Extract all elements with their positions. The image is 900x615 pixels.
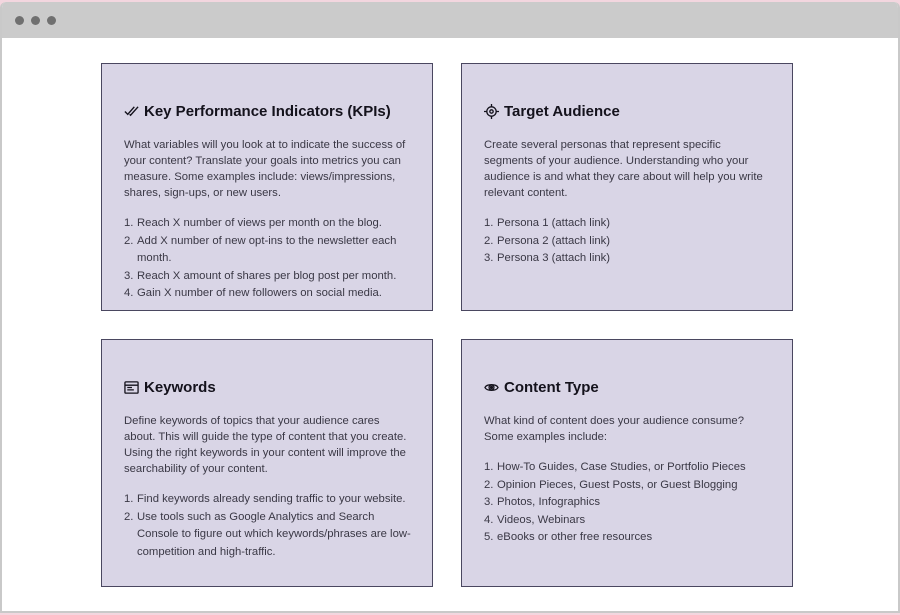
list-item: 4. Gain X number of new followers on soci…	[124, 287, 382, 300]
list-item: 1. Persona 1 (attach link)	[484, 217, 611, 229]
list-item: 2. Use tools such as Google Analytics and…	[124, 510, 411, 558]
list-item: 3. Persona 3 (attach link)	[484, 252, 611, 265]
card-target-audience: Target Audience Create several personas t…	[461, 63, 793, 311]
card-description: What kind of content does your audience …	[484, 415, 744, 443]
list-item: 2. Add X number of new opt-ins to the new…	[124, 234, 397, 265]
window-dot-icon[interactable]	[31, 15, 40, 25]
list-item: 4. Videos, Webinars	[484, 513, 586, 526]
card-title: Key Performance Indicators (KPIs)	[124, 101, 412, 121]
card-title: Target Audience	[484, 101, 772, 121]
card-keywords: Keywords Define keywords of topics that y…	[101, 339, 433, 587]
card-content-type: Content Type What kind of content does yo…	[461, 339, 793, 587]
card-list: 1. Reach X number of views per month on t…	[124, 215, 412, 303]
window-dot-icon[interactable]	[47, 15, 56, 25]
list-item: 1. Find keywords already sending traffic …	[124, 493, 406, 505]
target-icon	[484, 103, 499, 119]
browser-window-icon	[124, 380, 139, 395]
list-item: 3. Reach X amount of shares per blog post…	[124, 269, 397, 282]
eye-icon	[484, 380, 499, 395]
card-list: 1. How-To Guides, Case Studies, or Portfo…	[484, 459, 772, 547]
list-item: 2. Opinion Pieces, Guest Posts, or Guest …	[484, 478, 738, 491]
list-item: 1. How-To Guides, Case Studies, or Portfo…	[484, 461, 746, 473]
list-item: 1. Reach X number of views per month on t…	[124, 217, 382, 229]
list-item: 3. Photos, Infographics	[484, 496, 600, 509]
list-item: 5. eBooks or other free resources	[484, 531, 653, 544]
card-title: Content Type	[484, 377, 772, 397]
title-bar	[2, 2, 898, 38]
window-dot-icon[interactable]	[15, 15, 24, 25]
card-description: Define keywords of topics that your audi…	[124, 415, 407, 475]
card-key-performance-indicators-kpis: Key Performance Indicators (KPIs) What va…	[101, 63, 433, 311]
card-description: What variables will you look at to indic…	[124, 139, 406, 199]
card-title: Keywords	[124, 377, 412, 397]
double-check-icon	[124, 104, 139, 119]
card-list: 1. Find keywords already sending traffic …	[124, 491, 412, 561]
card-description: Create several personas that represent s…	[484, 139, 763, 199]
list-item: 2. Persona 2 (attach link)	[484, 234, 611, 247]
card-list: 1. Persona 1 (attach link) 2. Persona 2 (at…	[484, 215, 772, 268]
